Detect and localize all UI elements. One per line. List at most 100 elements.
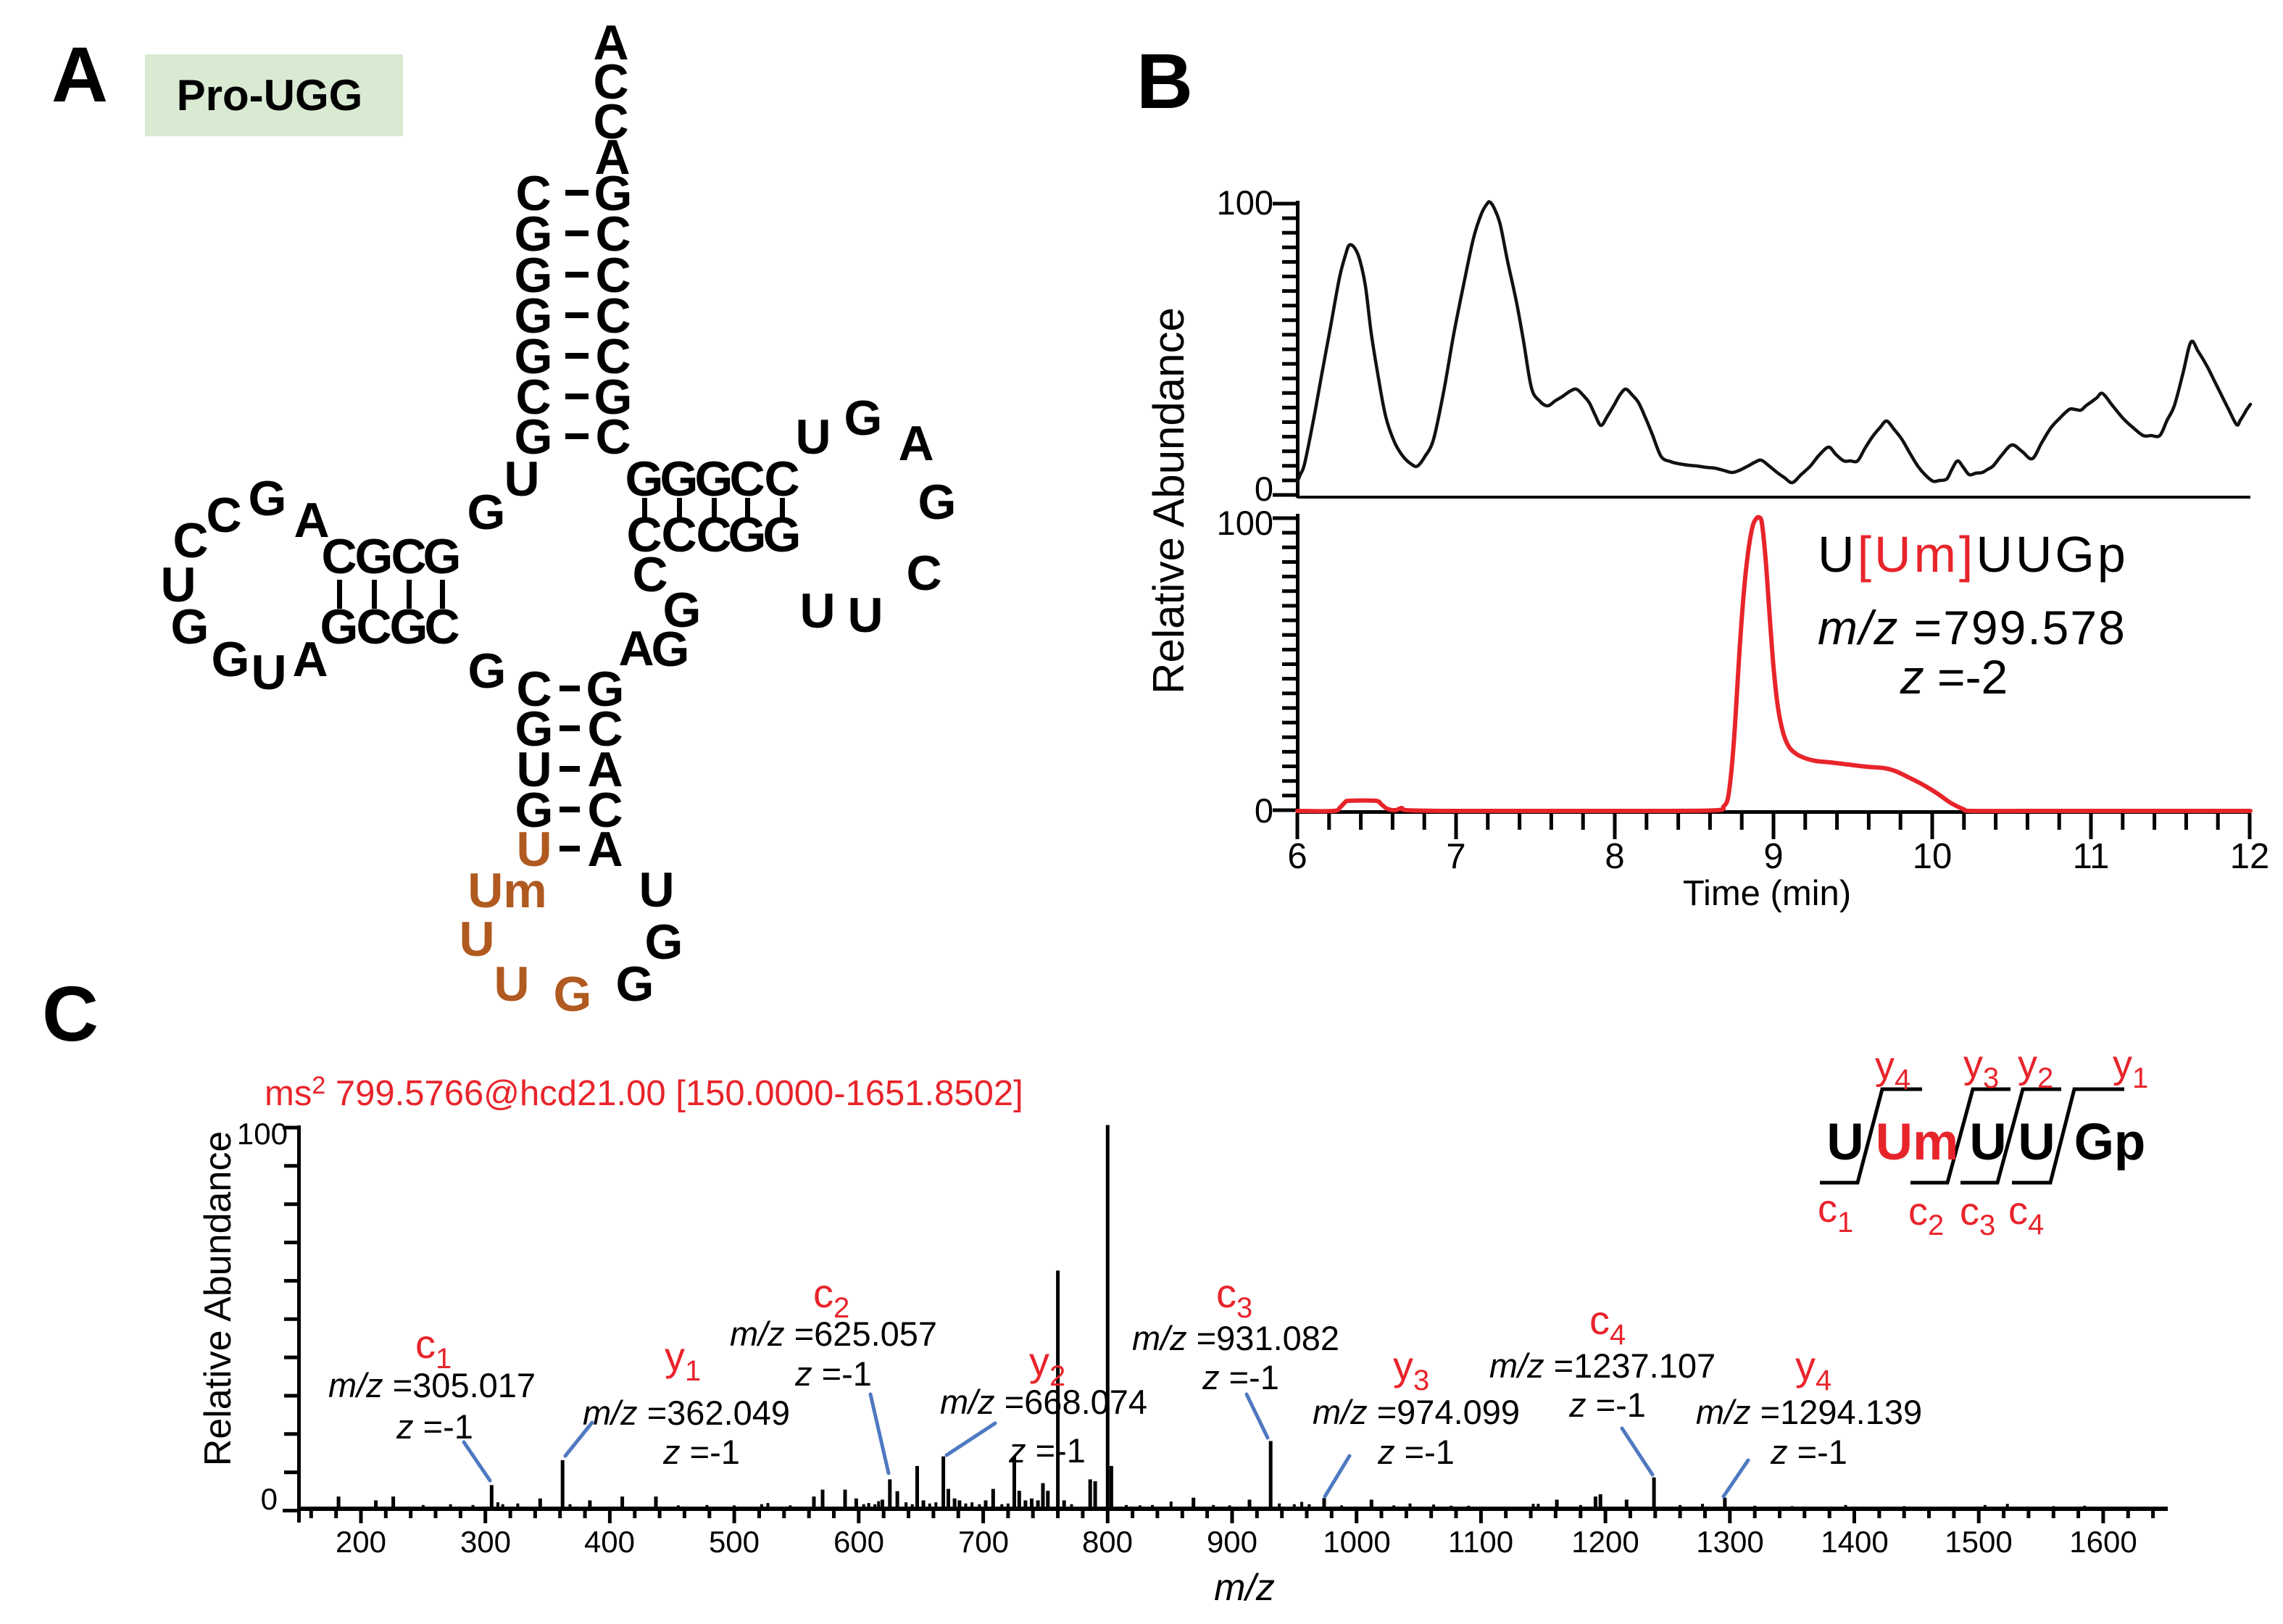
svg-text:1100: 1100 [1448,1525,1513,1559]
svg-text:400: 400 [584,1525,635,1559]
svg-text:0: 0 [261,1482,278,1516]
svg-text:G: G [515,248,553,303]
svg-text:c1: c1 [1818,1187,1853,1238]
svg-text:7: 7 [1446,837,1465,876]
svg-text:A: A [587,742,623,797]
svg-text:900: 900 [1207,1525,1257,1559]
svg-text:1000: 1000 [1323,1525,1390,1559]
svg-text:G: G [695,451,733,507]
svg-text:c3: c3 [1216,1270,1252,1324]
svg-text:A: A [294,493,329,548]
svg-text:G: G [515,288,553,343]
svg-text:C: C [587,783,623,838]
svg-text:0: 0 [1255,791,1273,830]
svg-text:A: A [51,30,108,118]
svg-text:G: G [355,529,394,584]
svg-text:Um: Um [467,863,547,918]
svg-text:Gp: Gp [2074,1114,2146,1171]
svg-text:1400: 1400 [1821,1525,1888,1559]
svg-text:C: C [729,451,765,507]
svg-text:m/z =1294.139: m/z =1294.139 [1696,1393,1922,1431]
svg-text:G: G [515,329,553,384]
svg-text:C: C [391,529,426,584]
svg-text:Um: Um [1876,1114,1958,1171]
svg-text:y1: y1 [2113,1043,2148,1094]
svg-text:C: C [172,513,208,568]
svg-text:G: G [594,166,633,221]
svg-text:G: G [423,529,462,584]
svg-text:B: B [1136,37,1193,125]
svg-text:z =-1: z =-1 [1377,1433,1455,1471]
svg-text:A: A [618,621,654,676]
svg-text:1500: 1500 [1945,1525,2012,1559]
svg-text:Pro-UGG: Pro-UGG [177,71,363,120]
svg-text:C: C [593,94,628,149]
svg-text:1200: 1200 [1571,1525,1639,1559]
svg-text:c2: c2 [1908,1190,1944,1241]
svg-text:z =-1: z =-1 [662,1433,740,1471]
svg-text:G: G [468,644,507,699]
svg-text:G: G [844,391,883,446]
svg-text:G: G [467,485,506,540]
svg-text:G: G [249,471,287,526]
svg-text:800: 800 [1082,1525,1133,1559]
svg-text:m/z =625.057: m/z =625.057 [730,1315,937,1353]
svg-text:y2: y2 [2018,1043,2053,1094]
svg-text:C: C [515,370,551,425]
svg-text:m/z =931.082: m/z =931.082 [1132,1319,1339,1357]
svg-text:m/z =362.049: m/z =362.049 [583,1394,790,1432]
svg-text:m/z: m/z [1214,1567,1275,1609]
svg-text:10: 10 [1913,837,1953,876]
svg-text:ms2 799.5766@hcd21.00 [150.000: ms2 799.5766@hcd21.00 [150.0000-1651.850… [265,1072,1023,1113]
svg-text:c4: c4 [1589,1297,1626,1351]
svg-text:G: G [625,451,664,507]
svg-text:G: G [515,701,554,757]
svg-text:U: U [1826,1114,1863,1171]
svg-text:C: C [42,970,99,1057]
svg-text:U: U [504,451,539,507]
svg-text:100: 100 [237,1117,288,1151]
svg-text:U: U [799,583,835,638]
svg-text:U: U [251,645,286,700]
svg-text:G: G [554,967,592,1022]
svg-text:z =-2: z =-2 [1900,650,2008,704]
svg-text:100: 100 [1217,183,1273,222]
svg-text:U[Um]UUGp: U[Um]UUGp [1818,526,2129,583]
svg-text:z =-1: z =-1 [1008,1431,1086,1470]
svg-text:C: C [321,529,357,584]
svg-text:A: A [292,632,328,687]
svg-text:z =-1: z =-1 [794,1354,872,1393]
svg-text:c4: c4 [2008,1189,2044,1241]
svg-text:200: 200 [336,1525,386,1559]
svg-text:1300: 1300 [1696,1525,1763,1559]
svg-text:A: A [587,822,623,877]
svg-text:C: C [516,662,552,717]
svg-text:500: 500 [709,1525,760,1559]
svg-text:m/z =1237.107: m/z =1237.107 [1489,1346,1716,1385]
svg-text:1600: 1600 [2069,1525,2137,1559]
svg-text:C: C [595,288,631,343]
svg-text:z =-1: z =-1 [396,1407,473,1446]
svg-text:U: U [459,912,494,967]
svg-text:z =-1: z =-1 [1202,1358,1279,1396]
svg-text:C: C [593,54,628,109]
svg-text:U: U [516,742,552,797]
svg-text:A: A [593,15,628,70]
svg-text:G: G [918,475,957,530]
svg-text:A: A [898,416,933,471]
svg-text:y4: y4 [1795,1343,1831,1396]
svg-text:m/z =305.017: m/z =305.017 [328,1366,536,1404]
svg-text:Relative Abundance: Relative Abundance [1144,307,1193,694]
svg-text:z =-1: z =-1 [1770,1433,1847,1471]
svg-text:A: A [594,130,630,185]
svg-text:G: G [652,622,690,677]
svg-text:700: 700 [958,1525,1009,1559]
svg-text:U: U [1969,1114,2006,1171]
svg-text:c3: c3 [1960,1190,1995,1241]
svg-text:Relative Abundance: Relative Abundance [197,1131,239,1467]
svg-text:100: 100 [1217,504,1273,542]
svg-text:600: 600 [833,1525,884,1559]
svg-text:G: G [212,632,250,687]
svg-text:U: U [2018,1114,2055,1171]
svg-text:300: 300 [460,1525,511,1559]
